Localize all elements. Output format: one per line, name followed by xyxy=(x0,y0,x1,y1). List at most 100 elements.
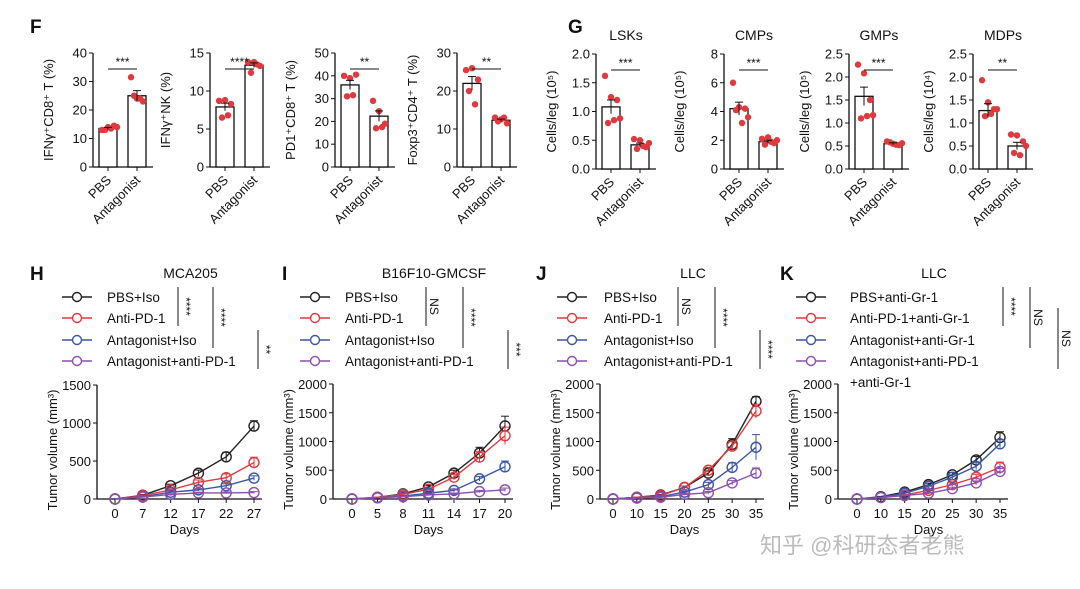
y-tick-label: 4 xyxy=(711,104,718,119)
y-tick-label: 10 xyxy=(315,137,329,152)
data-point xyxy=(503,120,511,127)
x-tick-label: 20 xyxy=(498,506,512,521)
y-tick-label: 500 xyxy=(69,454,91,469)
x-tick-label: 30 xyxy=(725,506,739,521)
data-point xyxy=(639,142,647,150)
y-tick-label: 0 xyxy=(197,160,204,175)
y-axis-label: IFNγ⁺CD8⁺ T (%) xyxy=(41,59,56,161)
legend-label: Antagonist+anti-PD-1 xyxy=(850,354,979,369)
data-point xyxy=(866,96,874,104)
x-tick-label: 20 xyxy=(921,506,935,521)
y-tick-label: 2000 xyxy=(803,377,832,392)
y-tick-label: 1.5 xyxy=(949,93,967,108)
legend-label: Antagonist+Iso xyxy=(604,333,694,348)
data-point xyxy=(253,61,261,68)
data-point xyxy=(610,116,618,124)
panel-label-k: K xyxy=(780,264,794,285)
y-tick-label: 10 xyxy=(73,131,87,146)
data-point xyxy=(220,451,232,463)
data-point xyxy=(702,478,715,491)
data-point xyxy=(773,137,781,144)
bar xyxy=(491,119,511,168)
data-point xyxy=(372,125,380,132)
data-point xyxy=(248,456,260,469)
legend-label: Anti-PD-1 xyxy=(345,311,404,326)
data-point xyxy=(343,93,351,100)
data-point xyxy=(857,115,865,122)
series-3 xyxy=(109,486,260,505)
data-point xyxy=(109,493,121,505)
legend-label: Anti-PD-1 xyxy=(107,311,166,326)
y-tick-label: 0.0 xyxy=(949,162,967,177)
data-point xyxy=(854,61,862,68)
legend-marker-icon xyxy=(805,334,817,346)
data-point xyxy=(601,72,609,80)
data-point xyxy=(616,115,624,122)
data-point xyxy=(465,87,473,95)
significance-label: NS xyxy=(679,298,693,315)
y-tick-label: 1.0 xyxy=(825,116,843,131)
chart-title: LLC xyxy=(680,265,706,281)
y-tick-label: 6 xyxy=(711,75,718,90)
y-tick-label: 1.5 xyxy=(825,93,843,108)
x-tick-label: 22 xyxy=(219,506,233,521)
data-point xyxy=(732,106,740,114)
chart-title: LSKs xyxy=(609,27,642,43)
data-point xyxy=(750,405,762,417)
data-point xyxy=(922,487,935,499)
significance-label: **** xyxy=(179,297,193,316)
data-point xyxy=(500,114,508,121)
panel-label-g: G xyxy=(568,17,583,38)
y-tick-label: 0.5 xyxy=(949,139,967,154)
bar xyxy=(462,82,482,168)
legend-marker-icon xyxy=(805,291,817,303)
legend-label: Antagonist+anti-Gr-1 xyxy=(850,333,975,348)
data-point xyxy=(113,123,121,131)
y-tick-label: 0.0 xyxy=(572,162,590,177)
series-2 xyxy=(851,438,1006,505)
chart-k-11: LLC PBS+anti-Gr-1 Anti-PD-1+anti-Gr-1 Antag… xyxy=(786,265,1073,537)
panel-label-f: F xyxy=(30,17,42,38)
data-point xyxy=(729,79,737,86)
series-3 xyxy=(851,465,1006,505)
data-point xyxy=(630,135,638,143)
y-tick-label: 40 xyxy=(73,46,87,61)
data-point xyxy=(473,473,486,485)
data-point xyxy=(1007,131,1015,138)
data-point xyxy=(224,112,232,119)
significance-label: **** xyxy=(1004,297,1018,316)
chart-title: B16F10-GMCSF xyxy=(382,265,486,281)
data-point xyxy=(750,441,762,453)
significance-label: *** xyxy=(746,56,760,70)
y-axis-label: Tumor volume (mm³) xyxy=(786,389,801,510)
data-point xyxy=(137,491,149,503)
data-point xyxy=(127,74,135,81)
chart-title: CMPs xyxy=(735,27,773,43)
legend-label: Antagonist+anti-PD-1 xyxy=(604,354,733,369)
data-point xyxy=(875,491,887,504)
y-tick-label: 1500 xyxy=(565,406,594,421)
data-point xyxy=(448,488,460,500)
data-point xyxy=(994,465,1006,478)
y-tick-label: 500 xyxy=(810,463,832,478)
legend-marker-icon xyxy=(566,312,578,324)
chart-j-10: LLC PBS+Iso Anti-PD-1 Antagonist+Iso Antagon… xyxy=(548,265,775,537)
data-point xyxy=(613,96,621,104)
data-point xyxy=(898,140,906,147)
x-axis-label: Days xyxy=(670,522,700,537)
data-point xyxy=(678,488,691,501)
data-point xyxy=(636,137,644,144)
data-point xyxy=(422,489,435,501)
data-point xyxy=(101,126,109,134)
x-tick-label: 0 xyxy=(348,506,355,521)
data-point xyxy=(221,96,229,104)
x-tick-label: 15 xyxy=(653,506,667,521)
data-point xyxy=(1022,142,1030,150)
data-point xyxy=(744,114,752,121)
legend-marker-icon xyxy=(805,312,817,324)
data-point xyxy=(898,489,911,502)
data-point xyxy=(227,100,235,108)
